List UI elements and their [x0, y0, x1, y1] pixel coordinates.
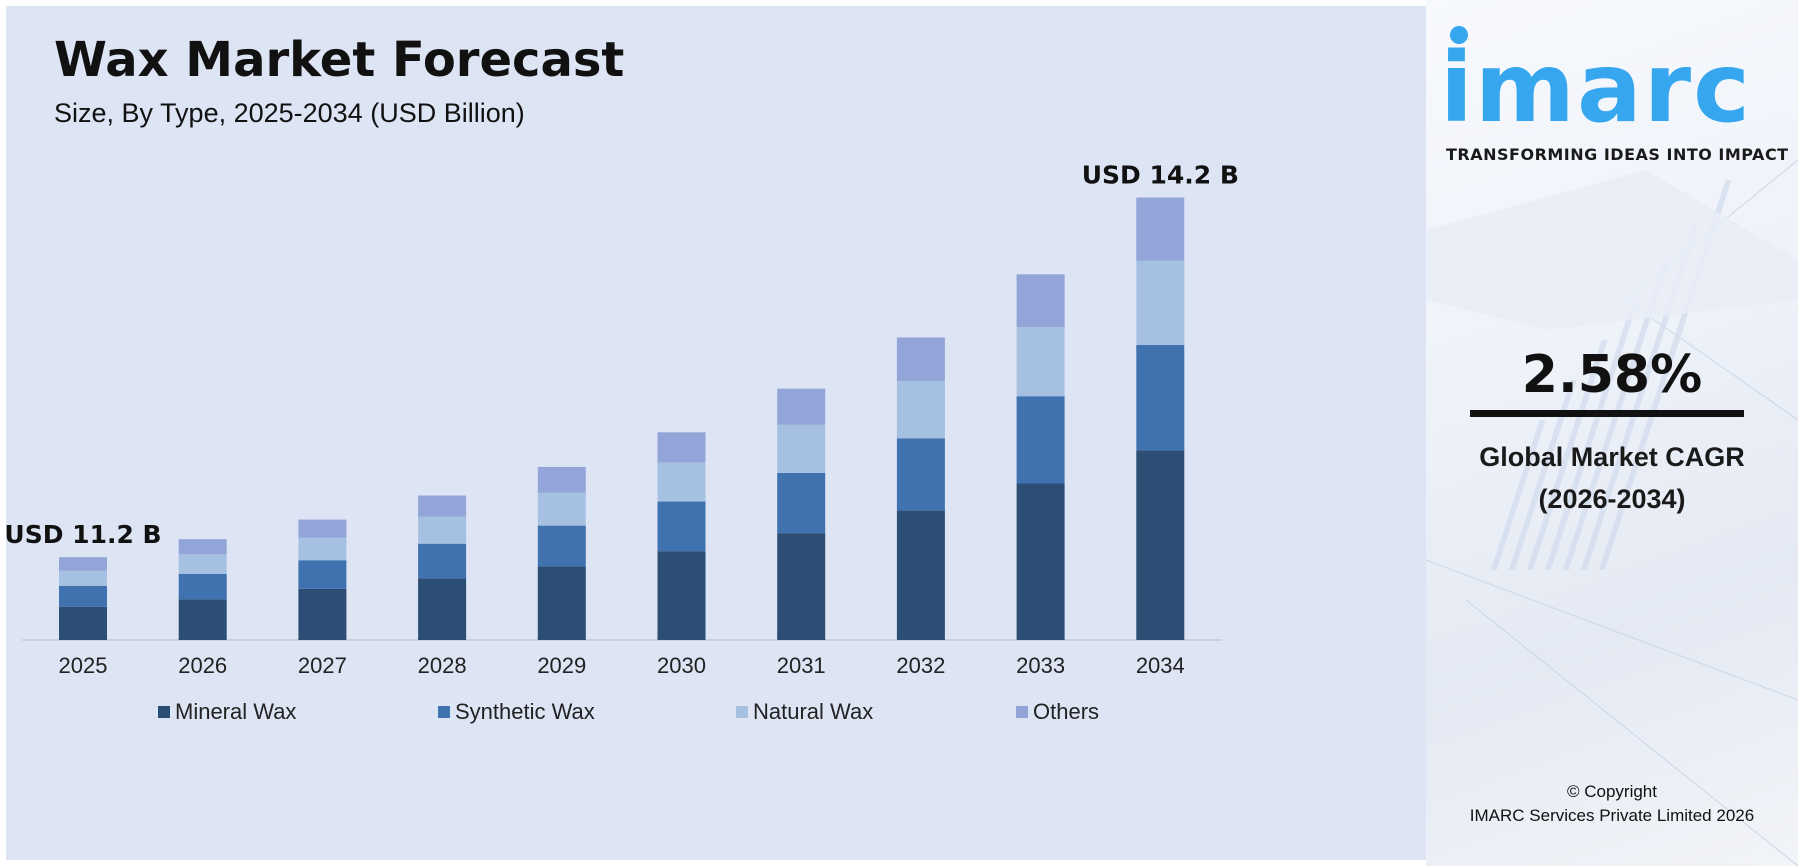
legend-label-synthetic-wax: Synthetic Wax [455, 699, 595, 724]
bar-segment-mineral-wax-2028 [418, 578, 467, 640]
bar-segment-others-2032 [896, 337, 945, 382]
bar-segment-synthetic-wax-2027 [298, 560, 347, 589]
bar-segment-synthetic-wax-2034 [1136, 345, 1185, 451]
cagr-label: Global Market CAGR (2026-2034) [1426, 436, 1798, 520]
bar-segment-mineral-wax-2033 [1016, 483, 1065, 640]
logo-wordmark: imarc [1440, 32, 1752, 144]
copyright-line2: IMARC Services Private Limited 2026 [1469, 806, 1755, 825]
legend-label-others: Others [1033, 699, 1099, 724]
legend-swatch-others [1016, 706, 1028, 718]
chart-title: Wax Market Forecast [54, 32, 625, 88]
x-tick-label-2026: 2026 [178, 653, 227, 678]
bar-segment-natural-wax-2033 [1016, 326, 1065, 397]
legend-swatch-synthetic-wax [438, 706, 450, 718]
bar-segment-synthetic-wax-2025 [59, 585, 107, 607]
bar-segment-mineral-wax-2026 [178, 599, 227, 640]
bar-segment-natural-wax-2029 [537, 492, 586, 526]
bar-segment-others-2027 [298, 519, 347, 538]
background-decoration [1426, 159, 1798, 866]
x-tick-label-2028: 2028 [418, 653, 467, 678]
bar-segment-others-2025 [59, 557, 107, 571]
cagr-label-line1: Global Market CAGR [1479, 442, 1745, 472]
bar-segment-synthetic-wax-2029 [537, 525, 586, 567]
bar-segment-natural-wax-2026 [178, 554, 227, 574]
chart-panel: Wax Market Forecast Size, By Type, 2025-… [6, 6, 1426, 860]
copyright-notice: © Copyright IMARC Services Private Limit… [1426, 780, 1798, 828]
bar-segment-others-2030 [657, 432, 706, 463]
bar-segment-others-2034 [1136, 197, 1185, 261]
bar-segment-others-2029 [537, 466, 586, 493]
stacked-bar-chart: 2025 2026 2027 2028 2029 2030 2031 2032 2033 2034… [6, 161, 1239, 724]
logo-dot-icon [1450, 26, 1468, 44]
bar-segment-natural-wax-2025 [59, 570, 107, 586]
bar-segment-others-2033 [1016, 274, 1065, 327]
x-tick-label-2025: 2025 [59, 653, 108, 678]
bar-segment-mineral-wax-2030 [657, 551, 706, 640]
bar-segment-mineral-wax-2029 [537, 566, 586, 640]
bar-segment-mineral-wax-2027 [298, 588, 347, 640]
bar-segment-synthetic-wax-2030 [657, 501, 706, 552]
x-tick-label-2034: 2034 [1136, 653, 1185, 678]
x-tick-label-2027: 2027 [298, 653, 347, 678]
bar-segment-natural-wax-2031 [777, 424, 826, 473]
bar-segment-others-2026 [178, 539, 227, 555]
cagr-label-line2: (2026-2034) [1538, 484, 1686, 514]
x-tick-label-2033: 2033 [1016, 653, 1065, 678]
bar-segment-natural-wax-2032 [896, 381, 945, 439]
bar-segment-others-2028 [418, 495, 467, 517]
bar-segment-mineral-wax-2032 [896, 510, 945, 640]
legend-label-mineral-wax: Mineral Wax [175, 699, 296, 724]
logo-tagline: TRANSFORMING IDEAS INTO IMPACT [1446, 145, 1789, 164]
cagr-divider [1470, 410, 1744, 417]
bar-segment-others-2031 [777, 388, 826, 425]
total-annotation-2034: USD 14.2 B [1082, 161, 1239, 190]
bar-segment-synthetic-wax-2028 [418, 543, 467, 579]
legend-label-natural-wax: Natural Wax [753, 699, 873, 724]
imarc-logo: imarc [1440, 24, 1790, 144]
side-panel: imarc TRANSFORMING IDEAS INTO IMPACT 2.5… [1426, 0, 1798, 866]
x-tick-label-2031: 2031 [777, 653, 826, 678]
x-tick-label-2030: 2030 [657, 653, 706, 678]
bar-segment-synthetic-wax-2026 [178, 573, 227, 600]
bar-segment-synthetic-wax-2031 [777, 472, 826, 534]
bar-segment-natural-wax-2034 [1136, 260, 1185, 346]
copyright-line1: © Copyright [1566, 782, 1657, 801]
total-annotation-2025: USD 11.2 B [6, 520, 162, 549]
bar-segment-synthetic-wax-2033 [1016, 396, 1065, 484]
bar-segment-natural-wax-2030 [657, 462, 706, 502]
bar-segment-natural-wax-2027 [298, 537, 347, 561]
x-tick-label-2032: 2032 [896, 653, 945, 678]
bar-segment-natural-wax-2028 [418, 516, 467, 544]
x-tick-label-2029: 2029 [537, 653, 586, 678]
bar-segment-synthetic-wax-2032 [896, 438, 945, 511]
chart-subtitle: Size, By Type, 2025-2034 (USD Billion) [54, 98, 525, 128]
legend-swatch-mineral-wax [158, 706, 170, 718]
bar-segment-mineral-wax-2025 [59, 606, 107, 640]
legend-swatch-natural-wax [736, 706, 748, 718]
bar-segment-mineral-wax-2031 [777, 533, 826, 640]
cagr-value: 2.58% [1521, 345, 1703, 405]
bar-segment-mineral-wax-2034 [1136, 450, 1185, 640]
